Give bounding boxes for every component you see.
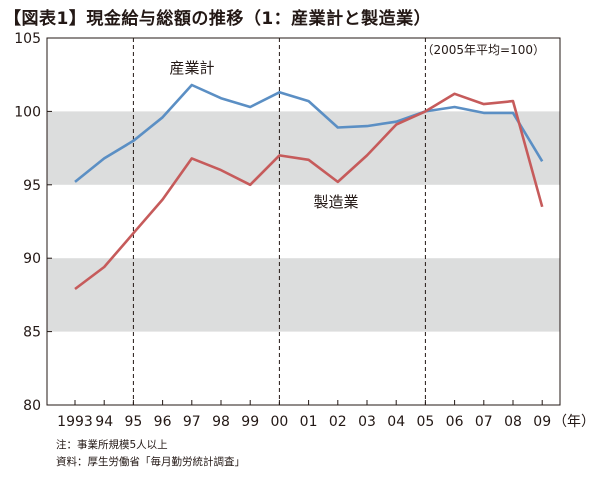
x-tick-label: 08	[504, 414, 522, 430]
x-tick-label: 98	[212, 414, 230, 430]
shaded-band	[47, 111, 560, 185]
y-tick-label: 95	[23, 178, 41, 194]
chart-title: 【図表1】現金給与総額の推移（1：産業計と製造業）	[4, 9, 432, 29]
series-line-1	[74, 83, 544, 183]
x-tick-label: 96	[154, 414, 172, 430]
shaded-band	[47, 258, 560, 332]
y-tick-label: 80	[23, 398, 41, 414]
x-tick-label: 01	[300, 414, 318, 430]
x-tick-label: 03	[358, 414, 376, 430]
x-tick-label: 95	[124, 414, 142, 430]
y-tick-label: 100	[14, 104, 41, 120]
x-tick-label: 07	[475, 414, 493, 430]
x-tick-label: 94	[95, 414, 113, 430]
x-tick-label: 97	[183, 414, 201, 430]
x-tick-label: 09	[533, 414, 551, 430]
x-tick-label: 1993	[57, 414, 93, 430]
line-chart: 80 85 90 95 100 105 1993 94 95 96 97 98 99 00 01 02 03 0…	[14, 31, 595, 430]
x-tick-label: 05	[416, 414, 434, 430]
series-label-2: 製造業	[313, 193, 358, 211]
series-line-2	[74, 92, 544, 291]
y-tick-label: 85	[23, 325, 41, 341]
footer: 注：事業所規模5人以上 資料：厚生労働省「毎月勤労統計調査」	[56, 437, 245, 471]
y-tick-label: 105	[14, 31, 41, 47]
x-tick-label: 99	[241, 414, 259, 430]
y-tick-label: 90	[23, 251, 41, 267]
series-label-1: 産業計	[169, 59, 214, 77]
base-note: （2005年平均=100）	[422, 43, 546, 57]
x-tick-label: 00	[270, 414, 288, 430]
x-tick-label: 06	[446, 414, 464, 430]
source-note: 資料：厚生労働省「毎月勤労統計調査」	[56, 456, 245, 468]
footnote: 注：事業所規模5人以上	[56, 439, 168, 451]
plot-frame	[46, 37, 561, 406]
x-tick-label: 02	[329, 414, 347, 430]
x-unit-label: （年）	[553, 414, 595, 430]
x-tick-label: 04	[387, 414, 405, 430]
